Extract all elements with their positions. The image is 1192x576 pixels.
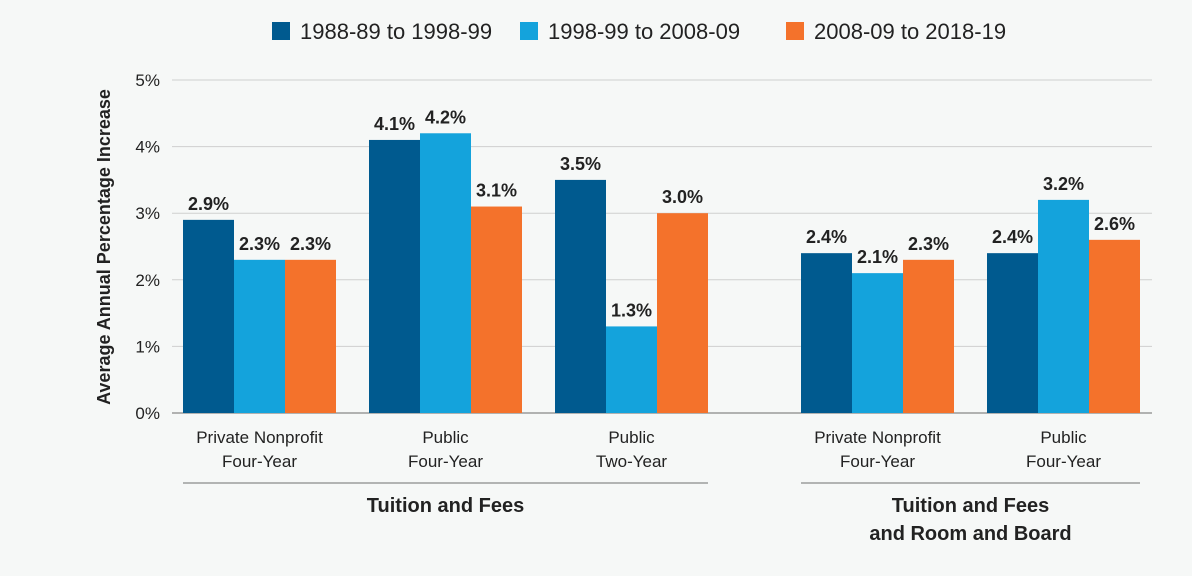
bar (471, 206, 522, 413)
legend-swatch (786, 22, 804, 40)
category-label: Public (608, 428, 655, 447)
group-label: Tuition and Fees (367, 495, 524, 517)
data-label: 3.1% (476, 181, 517, 201)
data-label: 2.4% (992, 227, 1033, 247)
legend-swatch (272, 22, 290, 40)
bar (555, 179, 606, 413)
bar (1089, 239, 1140, 413)
data-label: 1.3% (611, 300, 652, 320)
y-tick-label: 2% (135, 271, 160, 290)
bar (903, 259, 954, 413)
bar (801, 253, 852, 413)
data-label: 2.3% (908, 234, 949, 254)
y-axis-label: Average Annual Percentage Increase (94, 89, 114, 405)
category-label: Private Nonprofit (814, 428, 941, 447)
data-label: 3.2% (1043, 174, 1084, 194)
data-label: 2.6% (1094, 214, 1135, 234)
y-tick-label: 1% (135, 337, 160, 356)
legend: 1988-89 to 1998-99 1998-99 to 2008-09 2008… (272, 19, 1006, 44)
category-label: Public (1040, 428, 1087, 447)
bar (369, 139, 420, 413)
category-label: Public (422, 428, 469, 447)
bar (606, 326, 657, 413)
data-label: 4.1% (374, 114, 415, 134)
bar (183, 219, 234, 413)
bar (1038, 199, 1089, 413)
data-label: 3.5% (560, 154, 601, 174)
bar (285, 259, 336, 413)
group-label: and Room and Board (869, 523, 1071, 545)
y-axis-ticks: 0% 1% 2% 3% 4% 5% (135, 71, 160, 423)
category-label: Four-Year (840, 452, 915, 471)
category-label: Two-Year (596, 452, 668, 471)
data-label: 2.3% (239, 234, 280, 254)
bar (852, 273, 903, 413)
group-labels: Tuition and Fees Tuition and Fees and Room… (183, 482, 1140, 545)
bar (657, 213, 708, 413)
bar (234, 259, 285, 413)
bars (183, 133, 1140, 413)
bar (420, 133, 471, 413)
data-label: 2.9% (188, 194, 229, 214)
data-labels: 2.9% 4.1% 3.5% 2.4% 2.4% 2.3% 4.2% 1.3% 2.1% 3.2%… (188, 107, 1135, 320)
data-label: 4.2% (425, 107, 466, 127)
y-tick-label: 5% (135, 71, 160, 90)
y-tick-label: 4% (135, 138, 160, 157)
data-label: 2.1% (857, 247, 898, 267)
group-label: Tuition and Fees (892, 495, 1049, 517)
legend-label: 1998-99 to 2008-09 (548, 19, 740, 44)
data-label: 2.3% (290, 234, 331, 254)
legend-label: 1988-89 to 1998-99 (300, 19, 492, 44)
category-labels: Private Nonprofit Four-Year Public Four-Yea… (196, 428, 1101, 471)
category-label: Private Nonprofit (196, 428, 323, 447)
y-tick-label: 0% (135, 404, 160, 423)
category-label: Four-Year (408, 452, 483, 471)
legend-label: 2008-09 to 2018-19 (814, 19, 1006, 44)
data-label: 3.0% (662, 187, 703, 207)
legend-swatch (520, 22, 538, 40)
category-label: Four-Year (222, 452, 297, 471)
bar (987, 253, 1038, 413)
y-tick-label: 3% (135, 204, 160, 223)
category-label: Four-Year (1026, 452, 1101, 471)
data-label: 2.4% (806, 227, 847, 247)
